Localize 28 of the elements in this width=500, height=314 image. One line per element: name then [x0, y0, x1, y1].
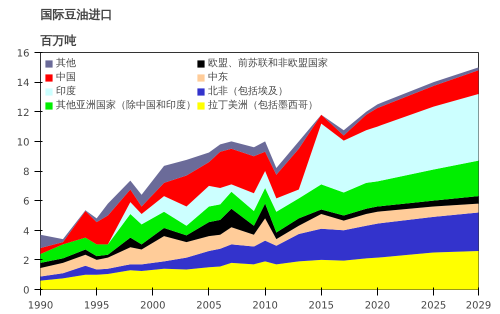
x-tick-label: 2029 [466, 300, 492, 312]
y-tick-label: 6 [23, 196, 30, 208]
y-tick-label: 16 [16, 48, 30, 60]
legend-label: 其他亚洲国家（除中国和印度） [56, 98, 196, 112]
legend-label: 拉丁美洲（包括墨西哥） [208, 98, 318, 112]
legend-label: 中国 [56, 70, 76, 84]
legend-label: 欧盟、前苏联和非欧盟国家 [208, 56, 328, 70]
x-tick-label: 1995 [84, 300, 110, 312]
y-tick-label: 2 [23, 256, 30, 267]
y-tick-label: 0 [23, 286, 30, 296]
x-tick-label: 2000 [140, 300, 166, 312]
x-tick-label: 1990 [28, 300, 54, 312]
legend-label: 其他 [56, 56, 76, 70]
y-tick-label: 12 [16, 108, 30, 119]
x-tick-label: 2005 [196, 300, 222, 312]
legend-label: 印度 [56, 84, 76, 98]
y-tick-label: 10 [16, 137, 30, 148]
x-tick-label: 2010 [252, 300, 278, 312]
y-tick-label: 4 [23, 226, 30, 238]
chart-title: 国际豆油进口 [40, 8, 112, 22]
legend-label: 中东 [208, 70, 228, 84]
x-tick-label: 2025 [420, 300, 446, 312]
chart-subtitle: 百万吨 [40, 34, 76, 48]
legend-label: 北非（包括埃及） [208, 84, 288, 98]
x-tick-label: 2020 [364, 300, 390, 312]
x-tick-label: 2015 [308, 300, 334, 312]
y-tick-label: 14 [16, 78, 30, 90]
y-tick-label: 8 [23, 167, 30, 178]
